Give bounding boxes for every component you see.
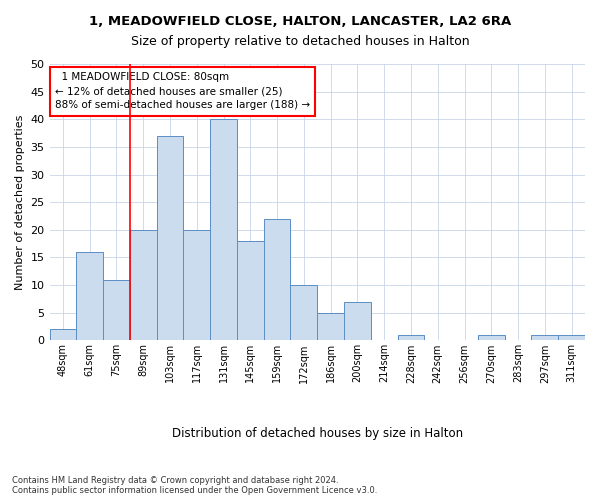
Text: Contains HM Land Registry data © Crown copyright and database right 2024.
Contai: Contains HM Land Registry data © Crown c… — [12, 476, 377, 495]
Bar — [264, 219, 290, 340]
Text: 1 MEADOWFIELD CLOSE: 80sqm
← 12% of detached houses are smaller (25)
88% of semi: 1 MEADOWFIELD CLOSE: 80sqm ← 12% of deta… — [55, 72, 310, 110]
Y-axis label: Number of detached properties: Number of detached properties — [15, 114, 25, 290]
Text: 1, MEADOWFIELD CLOSE, HALTON, LANCASTER, LA2 6RA: 1, MEADOWFIELD CLOSE, HALTON, LANCASTER,… — [89, 15, 511, 28]
Bar — [130, 230, 157, 340]
Bar — [103, 280, 130, 340]
Bar — [317, 313, 344, 340]
Bar — [210, 120, 237, 340]
Bar — [184, 230, 210, 340]
Bar — [398, 335, 424, 340]
Bar — [157, 136, 184, 340]
Bar — [344, 302, 371, 341]
Bar — [76, 252, 103, 340]
Bar — [558, 335, 585, 340]
Bar — [532, 335, 558, 340]
Bar — [237, 241, 264, 340]
Bar — [290, 285, 317, 341]
Text: Size of property relative to detached houses in Halton: Size of property relative to detached ho… — [131, 35, 469, 48]
Bar — [50, 330, 76, 340]
X-axis label: Distribution of detached houses by size in Halton: Distribution of detached houses by size … — [172, 427, 463, 440]
Bar — [478, 335, 505, 340]
